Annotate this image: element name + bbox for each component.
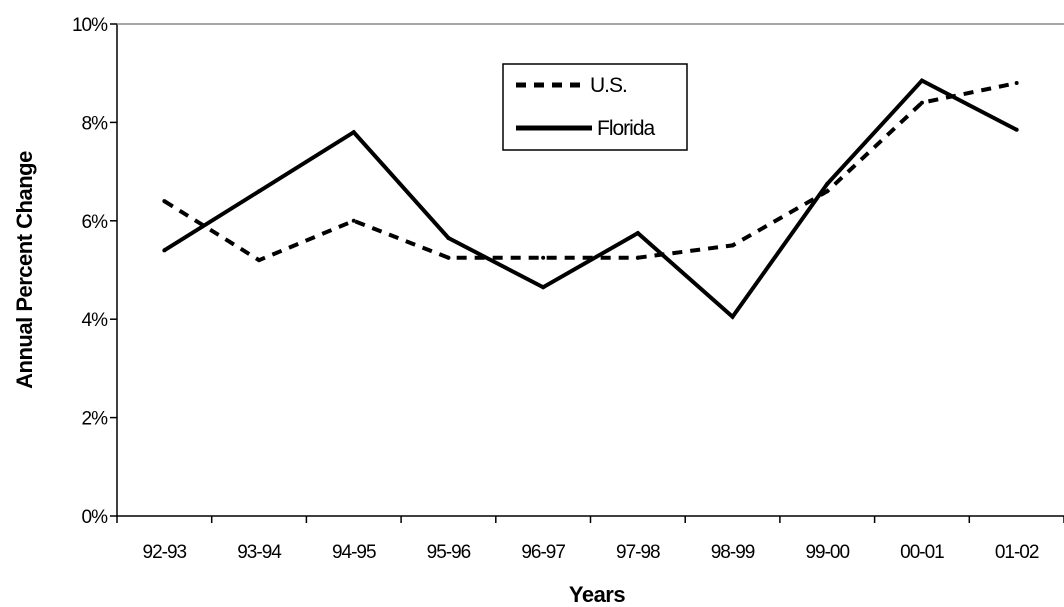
data-point-u-s [635,255,640,260]
legend-label-us: U.S. [590,74,627,97]
legend: U.S. Florida [502,63,688,151]
data-point-florida [730,314,735,319]
x-tick-label: 93-94 [237,542,282,563]
data-point-florida [1014,127,1019,132]
x-tick-label: 00-01 [900,542,944,563]
data-point-u-s [257,258,262,263]
data-point-u-s [162,199,167,204]
x-tick-label: 01-02 [995,542,1039,563]
data-point-u-s [1014,81,1019,86]
x-tick-label: 97-98 [616,542,660,563]
series-line-florida [163,78,1018,320]
data-point-u-s [446,255,451,260]
data-point-florida [825,181,830,186]
data-point-u-s [541,255,546,260]
legend-box [502,63,688,151]
y-tick-label: 6% [82,212,109,233]
x-tick-label: 98-99 [711,542,755,563]
x-tick-label: 96-97 [521,542,565,563]
x-axis-ticks: 92-93 93-94 94-95 95-96 96-97 97-98 98-99 99-00… [116,516,1064,563]
y-tick-label: 2% [82,409,109,430]
series-layer [162,78,1019,320]
x-tick-label: 99-00 [805,542,849,563]
y-tick-label: 4% [82,310,109,331]
y-tick-label: 0% [82,507,109,528]
data-point-florida [635,231,640,236]
x-tick-label: 95-96 [427,542,471,563]
series-line-u-s [163,81,1018,263]
y-axis-ticks: 0% 2% 4% 6% 8% 10% [72,15,117,528]
data-point-florida [257,189,262,194]
data-point-u-s [730,243,735,248]
y-axis-title: Annual Percent Change [12,151,37,389]
y-tick-label: 10% [72,15,108,36]
data-point-florida [351,130,356,135]
data-point-florida [162,248,167,253]
x-tick-label: 94-95 [332,542,376,563]
data-point-u-s [825,189,830,194]
data-point-florida [919,78,924,83]
legend-label-florida: Florida [597,117,656,140]
x-axis-title: Years [569,582,625,607]
data-point-florida [541,285,546,290]
x-tick-label: 92-93 [143,542,187,563]
data-point-u-s [919,100,924,105]
y-tick-label: 8% [82,113,109,134]
data-point-u-s [351,218,356,223]
data-point-florida [446,236,451,241]
